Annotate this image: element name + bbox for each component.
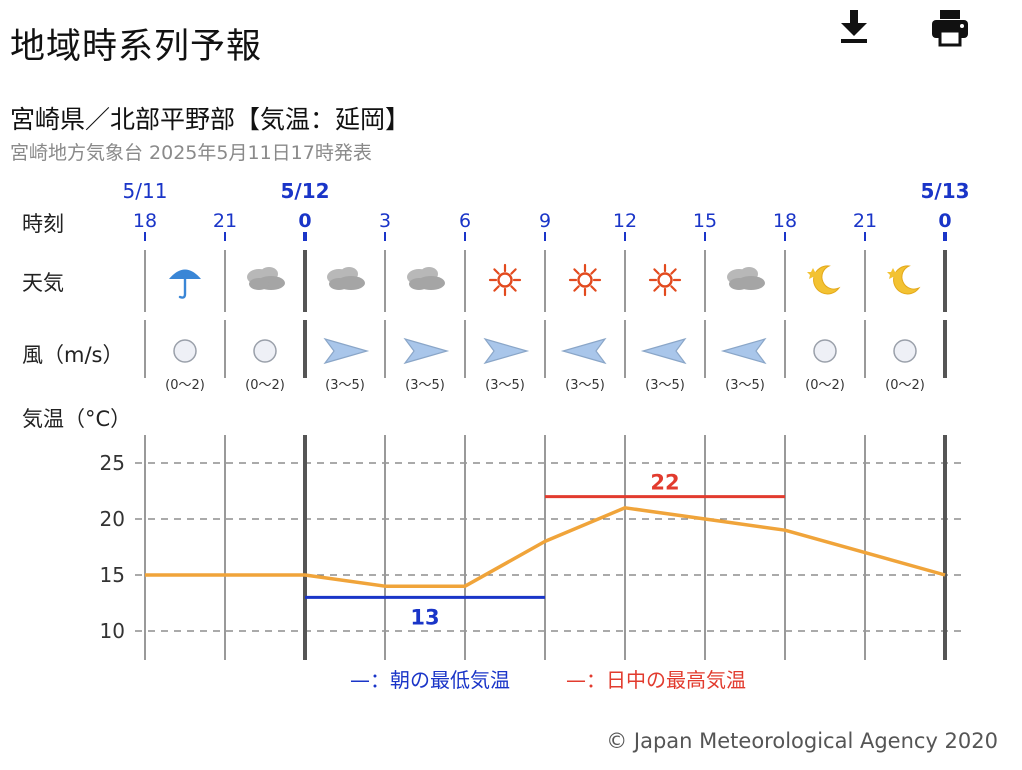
wind-arrow-west-icon: [560, 337, 607, 365]
sun-ray: [653, 268, 660, 275]
cloud-icon: [327, 267, 365, 290]
wind-calm-icon: [893, 339, 917, 363]
hour-label: 21: [853, 210, 877, 232]
sun-icon: [648, 263, 682, 297]
umbrella-canopy: [169, 269, 201, 279]
sun-ray: [493, 268, 500, 275]
moon-crescent: [813, 265, 841, 295]
wind-range-label: (3〜5): [405, 378, 445, 393]
hour-label: 18: [133, 210, 157, 232]
sun-ray: [573, 285, 580, 292]
sun-ray: [510, 285, 517, 292]
wind-range-label: (0〜2): [885, 378, 925, 393]
wind-calm-icon: [173, 339, 197, 363]
wind-arrow-west-icon: [720, 337, 767, 365]
sun-ray: [590, 268, 597, 275]
cloud-icon: [727, 267, 765, 290]
wind-calm-icon: [253, 339, 277, 363]
hour-label: 18: [773, 210, 797, 232]
hour-label: 9: [539, 210, 551, 232]
row-label-temp: 気温（°C）: [22, 407, 131, 431]
wind-arrow-east-icon: [323, 337, 370, 365]
print-icon[interactable]: [928, 6, 972, 50]
y-tick-label: 20: [100, 507, 125, 531]
cloud-front: [409, 278, 429, 290]
moon-star: [887, 268, 899, 279]
cloud-front: [329, 278, 349, 290]
min-temp-label: 13: [410, 605, 439, 629]
sun-ray: [493, 285, 500, 292]
sun-disc: [497, 272, 513, 288]
location-heading: 宮崎県／北部平野部【気温：延岡】: [10, 105, 411, 134]
hour-label: 0: [298, 210, 311, 232]
sun-ray: [573, 268, 580, 275]
sun-ray: [670, 268, 677, 275]
row-label-weather: 天気: [22, 271, 64, 295]
date-label: 5/13: [920, 179, 969, 203]
hour-label: 12: [613, 210, 637, 232]
hour-label: 6: [459, 210, 471, 232]
row-label-wind: 風（m/s）: [22, 343, 123, 367]
moon-crescent: [893, 265, 921, 295]
wind-range-label: (0〜2): [805, 378, 845, 393]
wind-range-label: (3〜5): [725, 378, 765, 393]
hour-label: 15: [693, 210, 717, 232]
sun-ray: [653, 285, 660, 292]
download-icon[interactable]: [832, 6, 876, 50]
wind-arrow-east-icon: [483, 337, 530, 365]
legend-max: —：日中の最高気温: [566, 668, 746, 692]
wind-arrow-west-icon: [640, 337, 687, 365]
sun-icon: [488, 263, 522, 297]
moon-icon: [807, 265, 841, 295]
copyright: © Japan Meteorological Agency 2020: [606, 729, 998, 753]
wind-range-label: (3〜5): [325, 378, 365, 393]
hour-label: 3: [379, 210, 391, 232]
sun-ray: [670, 285, 677, 292]
issued-text: 宮崎地方気象台 2025年5月11日17時発表: [10, 142, 372, 164]
sun-ray: [510, 268, 517, 275]
y-tick-label: 10: [100, 619, 125, 643]
moon-icon: [887, 265, 921, 295]
sun-disc: [657, 272, 673, 288]
y-tick-label: 15: [100, 563, 125, 587]
umbrella-handle: [178, 277, 187, 299]
row-label-time: 時刻: [22, 212, 64, 236]
max-temp-label: 22: [650, 471, 679, 495]
page-title: 地域時系列予報: [10, 27, 263, 67]
sun-ray: [590, 285, 597, 292]
cloud-front: [729, 278, 749, 290]
date-label: 5/12: [280, 179, 329, 203]
wind-range-label: (3〜5): [645, 378, 685, 393]
moon-star: [807, 268, 819, 279]
cloud-icon: [407, 267, 445, 290]
cloud-icon: [247, 267, 285, 290]
hour-label: 21: [213, 210, 237, 232]
wind-arrow-east-icon: [403, 337, 450, 365]
wind-range-label: (3〜5): [485, 378, 525, 393]
legend-min: —：朝の最低気温: [350, 668, 510, 692]
cloud-front: [249, 278, 269, 290]
sun-icon: [568, 263, 602, 297]
date-label: 5/11: [123, 179, 168, 203]
wind-range-label: (3〜5): [565, 378, 605, 393]
sun-disc: [577, 272, 593, 288]
y-tick-label: 25: [100, 451, 125, 475]
wind-range-label: (0〜2): [165, 378, 205, 393]
hour-label: 0: [938, 210, 951, 232]
rain-umbrella-icon: [169, 269, 201, 299]
wind-range-label: (0〜2): [245, 378, 285, 393]
wind-calm-icon: [813, 339, 837, 363]
